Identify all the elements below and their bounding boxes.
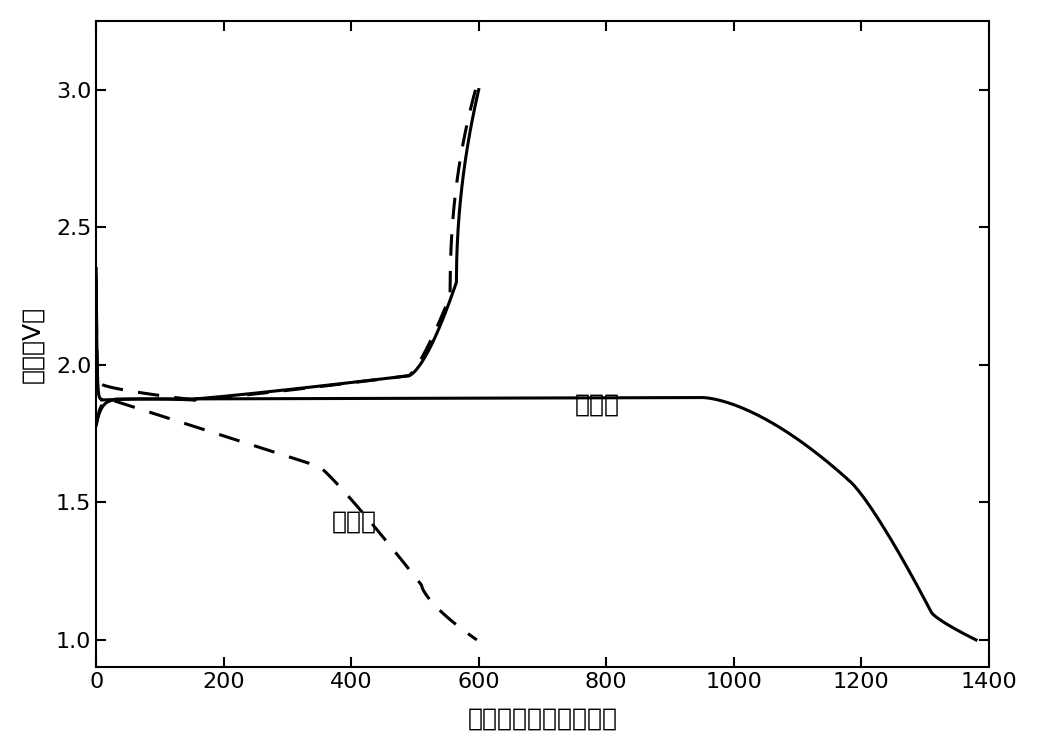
Text: 第二圈: 第二圈 — [332, 510, 377, 534]
X-axis label: 比容量（毫安时／克）: 比容量（毫安时／克） — [467, 706, 618, 730]
Text: 第一圈: 第一圈 — [574, 393, 620, 417]
Y-axis label: 电压（V）: 电压（V） — [21, 306, 45, 383]
